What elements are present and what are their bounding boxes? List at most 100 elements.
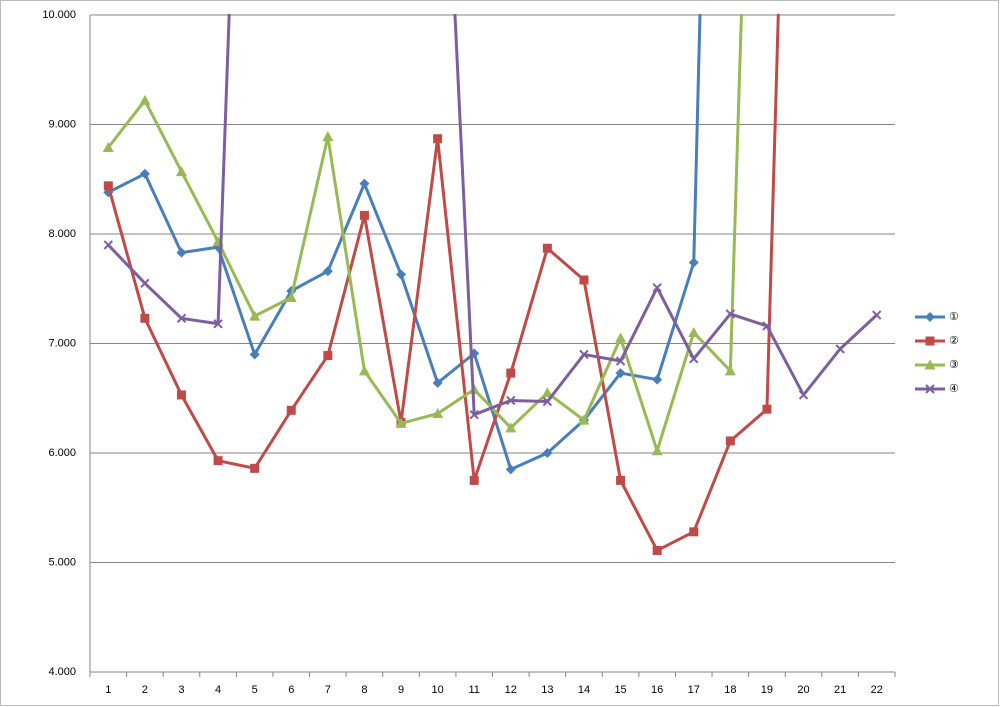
y-tick-label: 4.000	[48, 666, 76, 678]
marker	[871, 310, 882, 320]
marker	[542, 396, 553, 407]
x-tick-label: 22	[871, 684, 883, 696]
marker	[249, 310, 261, 321]
x-tick-label: 10	[431, 684, 443, 696]
marker	[176, 313, 187, 324]
legend-label: ②	[949, 335, 959, 347]
marker	[725, 436, 735, 446]
marker	[541, 387, 553, 398]
y-tick-label: 8.000	[48, 228, 76, 240]
marker	[579, 349, 589, 360]
marker	[542, 448, 553, 458]
marker	[139, 94, 151, 105]
x-tick-label: 8	[361, 684, 367, 696]
marker	[322, 266, 333, 277]
marker	[578, 414, 590, 425]
marker	[432, 377, 443, 388]
marker	[762, 404, 772, 414]
legend-label: ①	[949, 311, 959, 323]
marker	[688, 327, 700, 338]
marker	[615, 368, 626, 379]
x-tick-label: 2	[142, 684, 148, 696]
marker	[175, 166, 187, 177]
marker	[615, 356, 626, 366]
marker	[542, 243, 552, 253]
marker	[396, 269, 407, 280]
legend-label: ④	[949, 383, 959, 395]
marker	[615, 332, 627, 343]
x-tick-label: 12	[505, 684, 517, 696]
marker	[579, 275, 589, 285]
x-tick-label: 3	[178, 684, 184, 696]
marker	[213, 319, 223, 329]
legend-label: ③	[949, 359, 959, 371]
marker	[469, 409, 479, 420]
legend-marker	[925, 384, 935, 394]
marker	[395, 417, 407, 428]
x-tick-label: 18	[724, 684, 736, 696]
marker	[469, 475, 479, 485]
marker	[285, 292, 297, 303]
x-tick-label: 16	[651, 684, 663, 696]
marker	[798, 390, 809, 400]
y-tick-label: 6.000	[48, 447, 76, 459]
x-tick-label: 13	[541, 684, 553, 696]
marker	[176, 390, 186, 400]
marker	[359, 178, 370, 189]
legend-marker	[925, 336, 935, 346]
marker	[140, 278, 150, 288]
marker	[835, 344, 845, 354]
marker	[652, 282, 662, 293]
marker	[433, 134, 443, 144]
x-tick-label: 9	[398, 684, 404, 696]
marker	[762, 321, 772, 331]
marker	[322, 131, 334, 142]
marker	[616, 475, 626, 485]
x-tick-label: 14	[578, 684, 590, 696]
y-tick-label: 10.000	[42, 9, 76, 21]
x-tick-label: 7	[325, 684, 331, 696]
marker	[689, 354, 699, 364]
x-tick-label: 20	[797, 684, 809, 696]
x-tick-label: 19	[761, 684, 773, 696]
marker	[249, 349, 260, 360]
x-tick-label: 17	[688, 684, 700, 696]
marker	[250, 463, 260, 473]
x-tick-label: 4	[215, 684, 221, 696]
x-tick-label: 15	[614, 684, 626, 696]
marker	[689, 527, 699, 537]
x-tick-label: 21	[834, 684, 846, 696]
x-tick-label: 11	[468, 684, 479, 696]
marker	[358, 365, 370, 376]
series-line	[106, 14, 780, 552]
marker	[432, 408, 444, 419]
marker	[505, 464, 516, 475]
y-tick-label: 5.000	[48, 556, 76, 568]
x-tick-label: 6	[288, 684, 294, 696]
marker	[652, 374, 663, 385]
marker	[506, 368, 516, 378]
marker	[505, 422, 517, 433]
x-tick-label: 5	[252, 684, 258, 696]
marker	[651, 445, 663, 456]
marker	[652, 545, 662, 555]
marker	[725, 309, 736, 319]
marker	[213, 456, 223, 466]
marker	[103, 181, 113, 191]
marker	[103, 240, 114, 250]
marker	[688, 257, 699, 268]
y-tick-label: 9.000	[48, 118, 76, 130]
marker	[286, 405, 296, 415]
series-line	[107, 14, 702, 471]
plot-area	[102, 14, 882, 555]
marker	[139, 168, 150, 179]
marker	[359, 210, 369, 220]
y-tick-label: 7.000	[48, 337, 76, 349]
marker	[140, 313, 150, 323]
x-tick-label: 1	[105, 684, 111, 696]
marker	[724, 365, 736, 376]
marker	[102, 141, 114, 152]
legend-marker	[924, 359, 936, 370]
